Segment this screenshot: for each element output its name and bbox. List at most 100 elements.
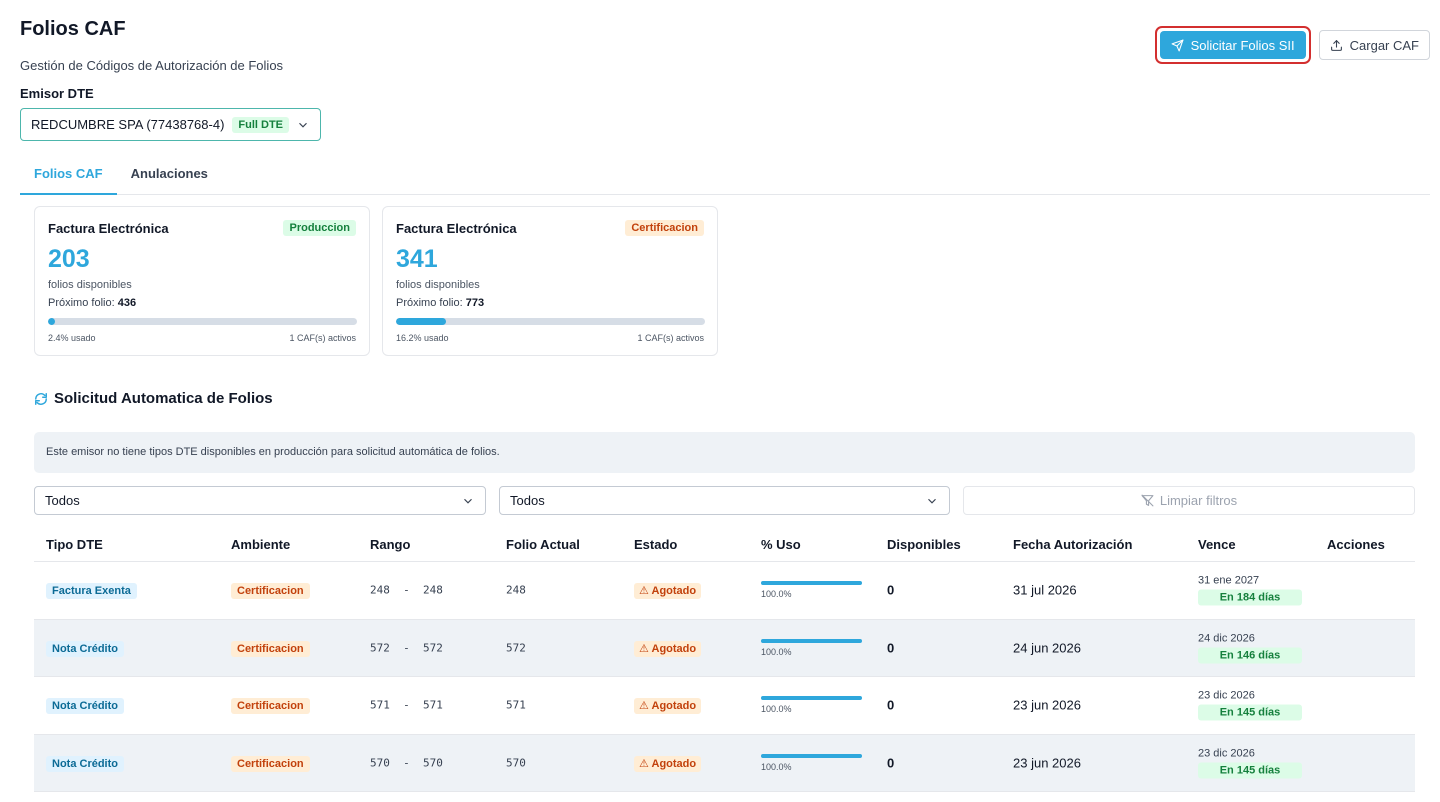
rango: 248 - 248 bbox=[370, 584, 443, 597]
filter-off-icon bbox=[1141, 494, 1154, 507]
ambiente-badge: Certificacion bbox=[231, 640, 310, 657]
upload-icon bbox=[1330, 39, 1342, 51]
next-folio-value: 436 bbox=[117, 297, 137, 309]
vence-date: 31 ene 2027 bbox=[1198, 574, 1260, 587]
rango: 571 - 571 bbox=[370, 699, 443, 712]
fecha-autorizacion: 23 jun 2026 bbox=[1013, 755, 1081, 771]
uso-pct: 100.0% bbox=[761, 704, 792, 715]
card-title: Factura Electrónica bbox=[48, 221, 169, 236]
ambiente-badge: Certificacion bbox=[231, 755, 310, 772]
uso-bar bbox=[761, 638, 862, 643]
usage-label: 16.2% usado bbox=[396, 333, 449, 343]
vence-cell: 23 dic 2026 En 145 días bbox=[1198, 690, 1302, 721]
solicitar-folios-button[interactable]: Solicitar Folios SII bbox=[1159, 31, 1306, 59]
chevron-down-icon bbox=[299, 122, 307, 128]
table-row[interactable]: Nota Crédito Certificacion 570 - 570 570… bbox=[34, 734, 1415, 792]
usage-bar bbox=[396, 318, 705, 325]
th-estado: Estado bbox=[634, 537, 678, 552]
send-icon bbox=[1171, 39, 1184, 51]
folio-card-certificacion: Factura Electrónica Certificacion 341 fo… bbox=[382, 206, 718, 356]
disponibles: 0 bbox=[887, 582, 895, 598]
uso-pct: 100.0% bbox=[761, 589, 792, 600]
rango-hasta: 570 bbox=[423, 756, 443, 770]
vence-cell: 31 ene 2027 En 184 días bbox=[1198, 575, 1302, 606]
estado-badge: ⚠ Agotado bbox=[634, 698, 702, 715]
fecha-autorizacion: 24 jun 2026 bbox=[1013, 640, 1081, 656]
rango-desde: 572 bbox=[370, 641, 390, 655]
vence-days-badge: En 146 días bbox=[1198, 647, 1302, 664]
tipo-badge: Nota Crédito bbox=[46, 640, 124, 657]
available-label: folios disponibles bbox=[396, 279, 480, 291]
vence-days-badge: En 145 días bbox=[1198, 704, 1302, 721]
tab-folios-caf[interactable]: Folios CAF bbox=[20, 156, 117, 195]
th-tipo: Tipo DTE bbox=[46, 537, 103, 552]
cargar-caf-label: Cargar CAF bbox=[1349, 37, 1419, 53]
env-badge: Certificacion bbox=[625, 220, 704, 236]
tipo-badge: Nota Crédito bbox=[46, 698, 124, 715]
th-rango: Rango bbox=[370, 537, 411, 552]
ambiente-badge: Certificacion bbox=[231, 698, 310, 715]
vence-cell: 24 dic 2026 En 146 días bbox=[1198, 632, 1302, 664]
uso-cell: 100.0% bbox=[761, 753, 862, 772]
tipo-filter-value: Todos bbox=[45, 493, 80, 508]
vence-days-badge: En 145 días bbox=[1198, 762, 1302, 779]
rango-hasta: 248 bbox=[423, 583, 443, 597]
table-row[interactable]: Nota Crédito Certificacion 571 - 571 571… bbox=[34, 677, 1415, 735]
rango-sep: - bbox=[403, 756, 410, 770]
table-row[interactable]: Nota Crédito Certificacion 572 - 572 572… bbox=[34, 619, 1415, 677]
active-cafs: 1 CAF(s) activos bbox=[637, 333, 704, 343]
auto-section-label: Solicitud Automatica de Folios bbox=[54, 390, 273, 407]
clear-filters-button[interactable]: Limpiar filtros bbox=[963, 486, 1415, 515]
uso-cell: 100.0% bbox=[761, 696, 862, 714]
chevron-down-icon bbox=[928, 498, 936, 504]
vence-date: 24 dic 2026 bbox=[1198, 632, 1255, 645]
fecha-autorizacion: 23 jun 2026 bbox=[1013, 697, 1081, 713]
table-row[interactable]: Factura Exenta Certificacion 248 - 248 2… bbox=[34, 562, 1415, 620]
uso-cell: 100.0% bbox=[761, 581, 862, 599]
rango: 572 - 572 bbox=[370, 641, 443, 654]
emisor-label: Emisor DTE bbox=[20, 86, 94, 101]
vence-date: 23 dic 2026 bbox=[1198, 689, 1255, 702]
th-acciones: Acciones bbox=[1327, 537, 1385, 552]
available-count: 341 bbox=[396, 245, 438, 273]
page-title: Folios CAF bbox=[20, 18, 126, 40]
usage-bar-fill bbox=[396, 318, 447, 325]
tipo-badge: Nota Crédito bbox=[46, 755, 124, 772]
cargar-caf-button[interactable]: Cargar CAF bbox=[1318, 30, 1430, 60]
th-vence: Vence bbox=[1198, 537, 1236, 552]
ambiente-filter-select[interactable]: Todos bbox=[499, 486, 950, 515]
rango-hasta: 571 bbox=[423, 698, 443, 712]
available-count: 203 bbox=[48, 245, 90, 273]
solicitar-folios-label: Solicitar Folios SII bbox=[1190, 37, 1295, 53]
rango: 570 - 570 bbox=[370, 756, 443, 769]
folio-actual: 248 bbox=[506, 583, 526, 597]
tipo-filter-select[interactable]: Todos bbox=[34, 486, 486, 515]
next-folio: Próximo folio: 436 bbox=[48, 297, 136, 309]
env-badge: Produccion bbox=[283, 220, 356, 236]
uso-pct: 100.0% bbox=[761, 761, 792, 772]
uso-cell: 100.0% bbox=[761, 638, 862, 657]
header-actions: Solicitar Folios SII Cargar CAF bbox=[1154, 26, 1430, 64]
emisor-value: REDCUMBRE SPA (77438768-4) bbox=[31, 117, 225, 132]
available-label: folios disponibles bbox=[48, 279, 132, 291]
th-uso: % Uso bbox=[761, 537, 801, 552]
rango-desde: 248 bbox=[370, 583, 390, 597]
usage-bar-fill bbox=[48, 318, 56, 325]
emisor-select[interactable]: REDCUMBRE SPA (77438768-4) Full DTE bbox=[20, 108, 321, 141]
next-folio-label: Próximo folio: bbox=[396, 297, 463, 309]
ambiente-badge: Certificacion bbox=[231, 583, 310, 600]
rango-sep: - bbox=[403, 641, 410, 655]
tipo-badge: Factura Exenta bbox=[46, 583, 137, 600]
refresh-icon bbox=[35, 392, 47, 405]
next-folio-value: 773 bbox=[465, 297, 485, 309]
disponibles: 0 bbox=[887, 755, 895, 771]
rango-sep: - bbox=[403, 583, 410, 597]
estado-badge: ⚠ Agotado bbox=[634, 640, 702, 657]
page-subtitle: Gestión de Códigos de Autorización de Fo… bbox=[20, 58, 284, 73]
estado-badge: ⚠ Agotado bbox=[634, 583, 702, 600]
folio-actual: 571 bbox=[506, 698, 526, 712]
tabs: Folios CAF Anulaciones bbox=[20, 156, 1430, 195]
tab-anulaciones[interactable]: Anulaciones bbox=[130, 166, 208, 181]
active-cafs: 1 CAF(s) activos bbox=[289, 333, 356, 343]
uso-bar bbox=[761, 753, 862, 758]
